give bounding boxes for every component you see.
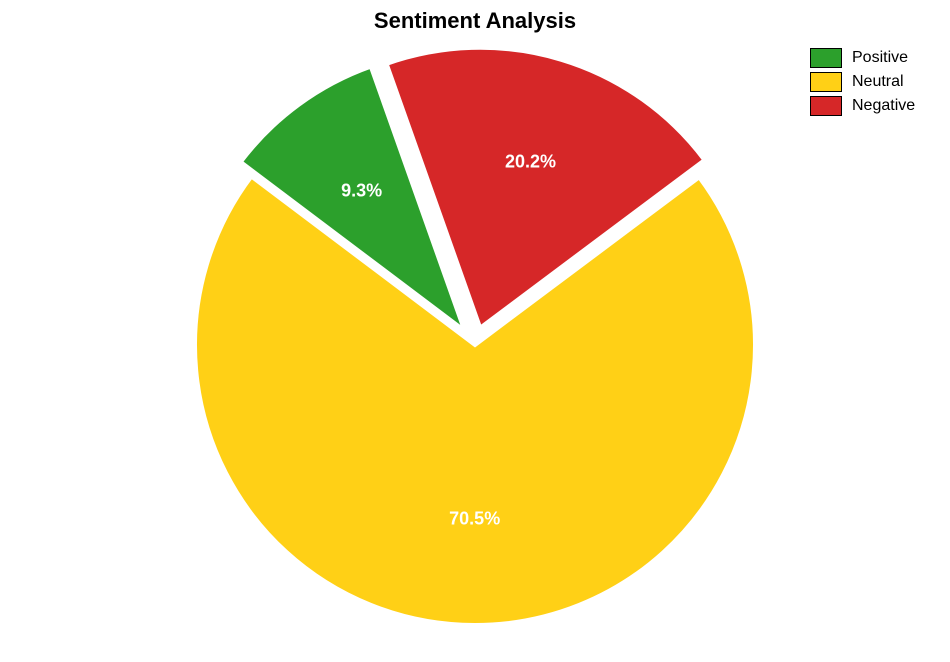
legend-label: Negative [852, 97, 915, 115]
legend-swatch [810, 48, 842, 68]
legend-swatch [810, 96, 842, 116]
legend-label: Neutral [852, 73, 904, 91]
legend-label: Positive [852, 49, 908, 67]
slice-label-negative: 20.2% [505, 151, 556, 172]
slice-label-positive: 9.3% [341, 180, 382, 201]
legend-item-negative: Negative [810, 94, 915, 118]
legend-item-positive: Positive [810, 46, 915, 70]
pie-svg [0, 0, 950, 662]
slice-label-neutral: 70.5% [449, 508, 500, 529]
legend-swatch [810, 72, 842, 92]
legend-item-neutral: Neutral [810, 70, 915, 94]
sentiment-pie-chart: Sentiment Analysis PositiveNeutralNegati… [0, 0, 950, 662]
chart-legend: Positive Neutral Negative [810, 46, 915, 118]
